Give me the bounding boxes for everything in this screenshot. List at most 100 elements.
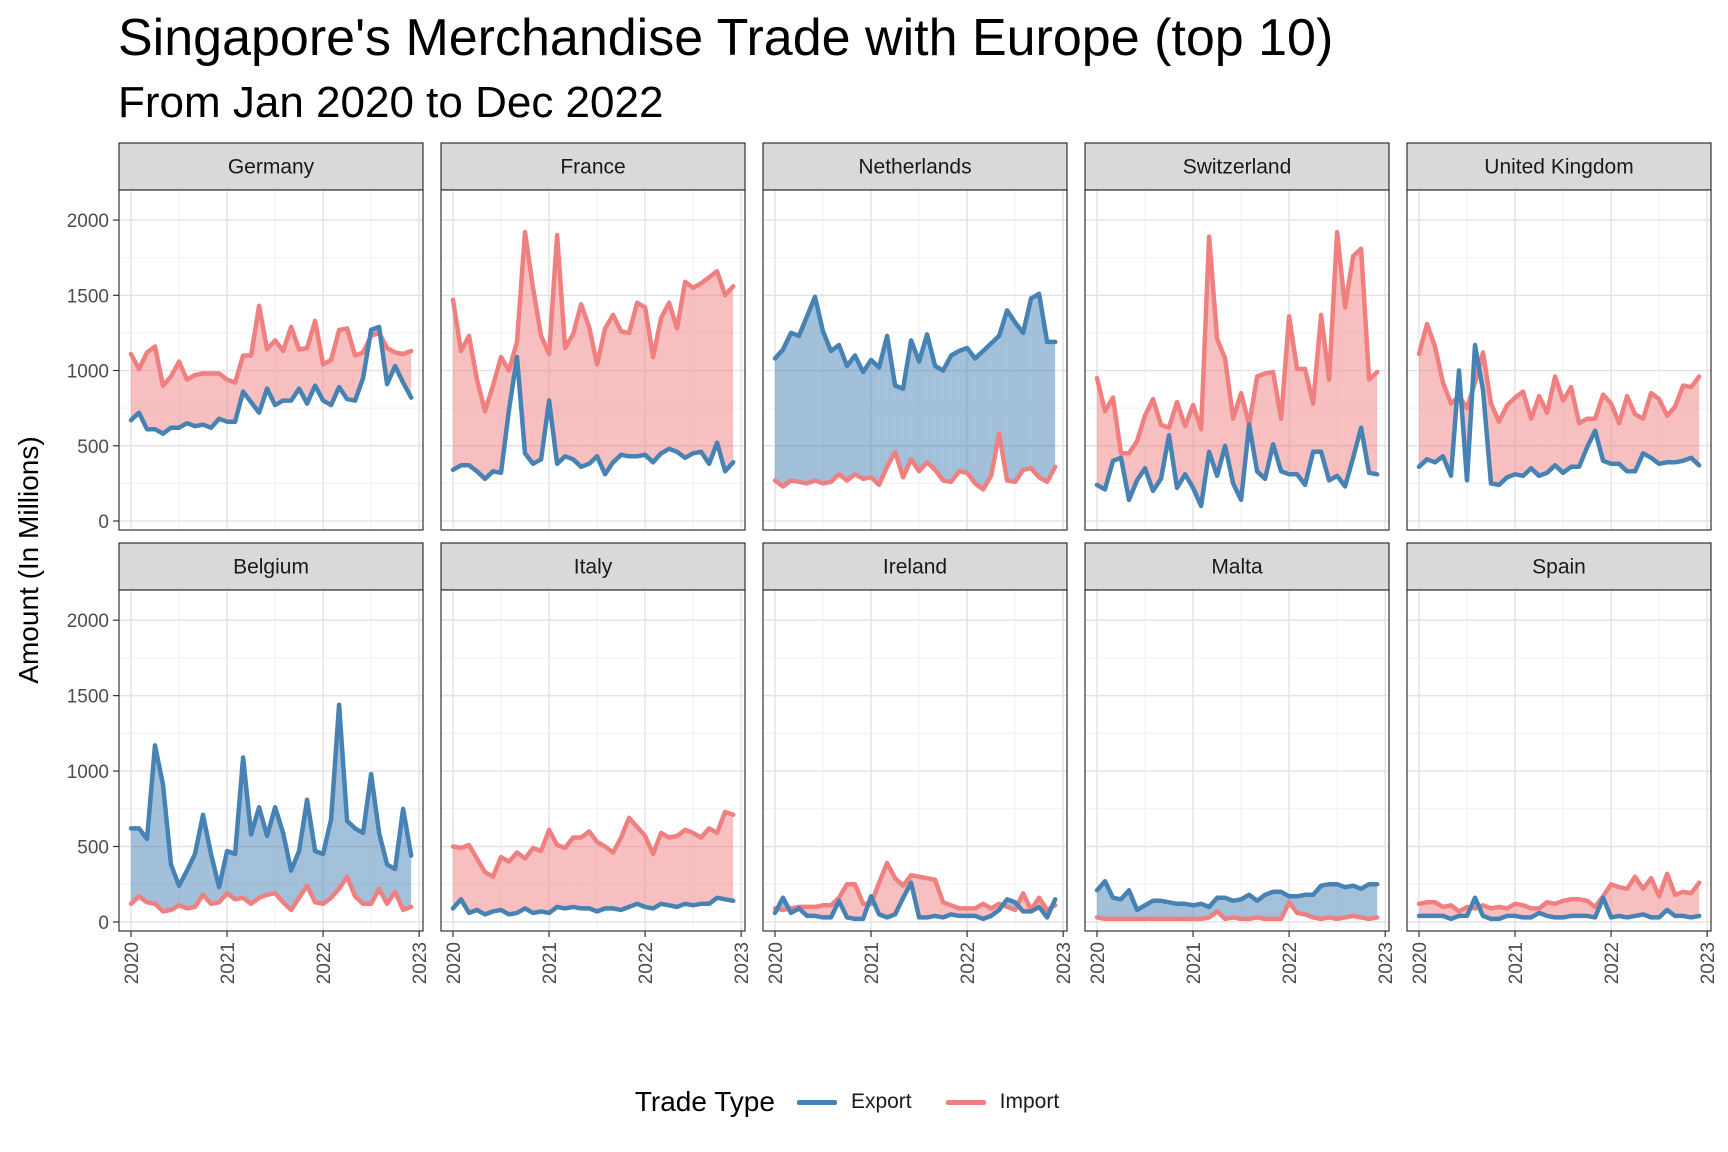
ribbon-segment [1177, 903, 1186, 919]
ribbon-segment [693, 283, 702, 454]
panel-border-united-kingdom [1406, 189, 1712, 531]
export-line-malta [1094, 878, 1380, 913]
ribbon-segment [935, 366, 944, 481]
ribbon-segment [677, 829, 686, 907]
ribbon-segment [911, 340, 920, 472]
y-tick-label: 2000 [67, 211, 109, 232]
ribbon-segment [1305, 894, 1314, 918]
panel-spain: Spain 2020 2021 2022 2023 [1406, 542, 1719, 984]
ribbon-segment [501, 857, 510, 915]
ribbon-segment [847, 884, 856, 919]
ribbon-segment [621, 817, 630, 910]
panel-belgium: Belgium 0 500 1000 1500 2000 2020 2021 2022 2023 [67, 542, 431, 984]
strip-netherlands [762, 142, 1068, 191]
x-tick-label: 2021 [1506, 942, 1527, 984]
plot-bg-united-kingdom [1407, 190, 1711, 530]
ribbon-segment [927, 878, 936, 918]
ribbon-segment [453, 846, 462, 909]
strip-label-switzerland: Switzerland [1183, 156, 1292, 179]
ribbon-segment [517, 852, 526, 913]
ribbon-segment [485, 872, 494, 915]
import-line-switzerland [1094, 229, 1380, 456]
x-tick-label: 2021 [1184, 942, 1205, 984]
x-tick-label: 2023 [732, 942, 753, 984]
ribbon-segment [1321, 884, 1330, 919]
ribbon-segment [637, 302, 646, 457]
ribbon-segment [1667, 406, 1676, 463]
y-tick-label: 1500 [67, 687, 109, 708]
ribbon-segment [1265, 891, 1274, 919]
ribbon-segment [243, 355, 252, 403]
x-tick-label: 2020 [1410, 942, 1431, 984]
ribbon-segment [669, 835, 678, 907]
ribbon-segment [1337, 884, 1346, 919]
chart-title: Singapore's Merchandise Trade with Europ… [118, 9, 1334, 67]
x-tick-label: 2022 [636, 942, 657, 984]
ribbon-segment [1361, 884, 1370, 919]
ribbon-segment [227, 379, 236, 422]
ribbon-segment [581, 304, 590, 467]
strip-malta [1084, 542, 1390, 591]
ribbon-segment [903, 340, 912, 478]
ribbon-segment [863, 360, 872, 479]
ribbon-segment [139, 352, 148, 430]
strip-label-ireland: Ireland [883, 556, 947, 579]
ribbon-segment [461, 335, 470, 466]
y-tick-label: 0 [98, 913, 109, 934]
ribbon-segment [1427, 323, 1436, 463]
ribbon-segment [461, 844, 470, 913]
ribbon-segment [1499, 405, 1508, 485]
ribbon-segment [725, 286, 734, 472]
legend-title: Trade Type [634, 1086, 775, 1117]
strip-label-malta: Malta [1211, 556, 1263, 579]
ribbon-segment [717, 271, 726, 472]
ribbon-segment [1619, 396, 1628, 472]
ribbon-segment [951, 350, 960, 482]
strip-label-italy: Italy [574, 556, 613, 579]
ribbon-segment [163, 376, 172, 434]
ribbon-segment [637, 826, 646, 907]
x-tick-label: 2022 [958, 942, 979, 984]
ribbon-segment [613, 837, 622, 910]
strip-united-kingdom [1406, 142, 1712, 191]
ribbon-segment [1603, 394, 1612, 464]
ribbon-segment [227, 851, 236, 900]
ribbon-segment [1225, 897, 1234, 919]
ribbon-segment [1297, 369, 1306, 485]
ribbon-segment [259, 305, 268, 413]
x-tick-label: 2022 [314, 942, 335, 984]
ribbon-segment [661, 832, 670, 906]
ribbon-segment [959, 347, 968, 473]
ribbon-segment [203, 373, 212, 428]
ribbon-segment [469, 844, 478, 913]
ribbon-segment [1345, 256, 1354, 487]
ribbon-segment [171, 361, 180, 428]
ribbon-segment [1129, 441, 1138, 500]
import-line-spain [1416, 871, 1702, 914]
ribbon-segment [179, 870, 188, 909]
ribbon-segment [403, 808, 412, 910]
ribbon-segment [1113, 897, 1122, 919]
ribbon-segment [347, 328, 356, 401]
ribbon-segment [975, 350, 984, 490]
strip-spain [1406, 542, 1712, 591]
ribbon-segment [709, 271, 718, 464]
panel-border-germany [118, 189, 424, 531]
ribbon-segment [871, 360, 880, 485]
ribbon-segment [1683, 385, 1692, 461]
ribbon-segment [1491, 403, 1500, 485]
ribbon-segment [1169, 902, 1178, 919]
panel-border-italy [440, 589, 746, 932]
ribbon-segment [967, 347, 976, 484]
panel-germany: Germany 0 500 1000 1500 2000 [67, 142, 424, 533]
ribbon-segment [1507, 397, 1516, 478]
x-tick-label: 2020 [766, 942, 787, 984]
panel-border-malta [1084, 589, 1390, 932]
ribbon-segment [1217, 338, 1226, 476]
ribbon-segment [783, 332, 792, 487]
ribbon-segment [379, 832, 388, 904]
x-tick-label: 2020 [122, 942, 143, 984]
strip-label-netherlands: Netherlands [858, 156, 971, 179]
ribbon-segment [1643, 393, 1652, 458]
ribbon-segment [139, 828, 148, 903]
